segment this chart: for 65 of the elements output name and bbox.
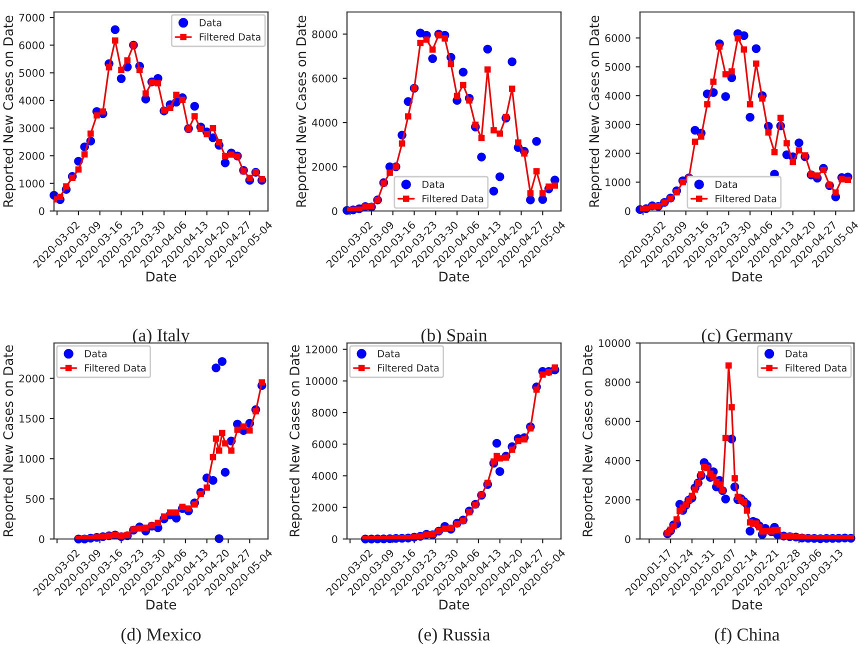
x-axis-title: Date — [732, 272, 762, 282]
y-tick-label: 0 — [39, 207, 44, 216]
y-tick-label: 7000 — [19, 14, 44, 22]
y-tick-label: 10000 — [306, 377, 338, 386]
y-tick-label: 2000 — [312, 504, 338, 512]
y-axis-title: Reported New Cases on Date — [289, 345, 302, 536]
legend-label: Data — [422, 180, 444, 188]
y-tick-label: 2000 — [19, 152, 44, 160]
x-axis-title: Date — [146, 272, 176, 282]
legend-label: Filtered Data — [85, 364, 146, 372]
y-tick-label: 1000 — [606, 178, 630, 186]
y-tick-label: 0 — [332, 207, 338, 216]
y-tick-label: 0 — [39, 535, 44, 544]
y-axis-title: Reported New Cases on Date — [588, 16, 602, 207]
legend-label: Filtered Data — [378, 364, 439, 372]
legend-label: Data — [786, 350, 808, 358]
y-axis-title: Reported New Cases on Date — [296, 16, 309, 207]
y-tick-label: 6000 — [312, 74, 338, 82]
y-tick-label: 6000 — [19, 41, 44, 50]
y-tick-label: 4000 — [312, 118, 338, 127]
y-tick-label: 2000 — [605, 496, 630, 504]
legend-label: Data — [716, 180, 737, 188]
y-tick-label: 4000 — [604, 92, 630, 100]
y-tick-label: 5000 — [19, 69, 44, 77]
y-tick-label: 0 — [625, 535, 630, 544]
y-axis-title: Reported New Cases on Date — [2, 16, 16, 207]
y-tick-label: 1000 — [20, 454, 44, 463]
text: (e) Russia — [418, 628, 490, 644]
y-tick-label: 2000 — [605, 150, 630, 158]
y-tick-label: 8000 — [605, 378, 630, 386]
y-tick-label: 1500 — [20, 414, 44, 423]
x-axis-title: Date — [440, 600, 470, 610]
y-tick-label: 3000 — [605, 120, 630, 129]
y-tick-label: 2000 — [19, 374, 44, 382]
y-tick-label: 4000 — [312, 472, 338, 480]
y-tick-label: 0 — [332, 535, 338, 544]
y-tick-label: 6000 — [605, 34, 630, 42]
legend-label: Filtered Data — [786, 364, 846, 372]
x-axis-title: Date — [732, 600, 762, 610]
text: (d) Mexico — [121, 628, 201, 644]
legend-label: Filtered Data — [422, 194, 484, 202]
y-tick-label: 5000 — [605, 63, 630, 71]
y-axis-title: Reported New Cases on Date — [582, 345, 596, 536]
legend-label: Filtered Data — [716, 194, 776, 202]
y-tick-label: 10000 — [598, 339, 630, 348]
y-tick-label: 12000 — [306, 346, 338, 354]
legend-label: Data — [378, 350, 400, 358]
legend-label: Data — [200, 19, 222, 26]
y-tick-label: 500 — [26, 495, 44, 503]
y-tick-label: 8000 — [312, 30, 338, 38]
text: (f) China — [714, 628, 780, 644]
x-axis-title: Date — [440, 272, 470, 282]
y-tick-label: 3000 — [19, 124, 44, 132]
legend-label: Filtered Data — [200, 33, 260, 41]
y-tick-label: 6000 — [312, 440, 338, 448]
y-tick-label: 4000 — [18, 96, 44, 105]
legend-label: Data — [85, 350, 106, 358]
y-tick-label: 2000 — [312, 163, 338, 171]
y-tick-label: 6000 — [605, 418, 630, 426]
y-axis-title: Reported New Cases on Date — [2, 345, 16, 536]
x-axis-title: Date — [146, 600, 176, 610]
y-tick-label: 8000 — [312, 408, 338, 417]
y-tick-label: 1000 — [20, 180, 44, 188]
y-tick-label: 4000 — [604, 456, 630, 465]
y-tick-label: 0 — [625, 207, 630, 216]
